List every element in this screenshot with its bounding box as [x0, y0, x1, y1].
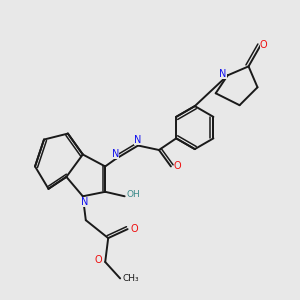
Text: O: O [95, 256, 103, 266]
Text: O: O [130, 224, 138, 234]
Text: O: O [174, 161, 181, 171]
Text: N: N [81, 197, 88, 207]
Text: N: N [134, 135, 142, 146]
Text: CH₃: CH₃ [122, 274, 139, 283]
Text: N: N [112, 149, 119, 159]
Text: OH: OH [127, 190, 140, 199]
Text: N: N [220, 69, 227, 79]
Text: O: O [260, 40, 267, 50]
